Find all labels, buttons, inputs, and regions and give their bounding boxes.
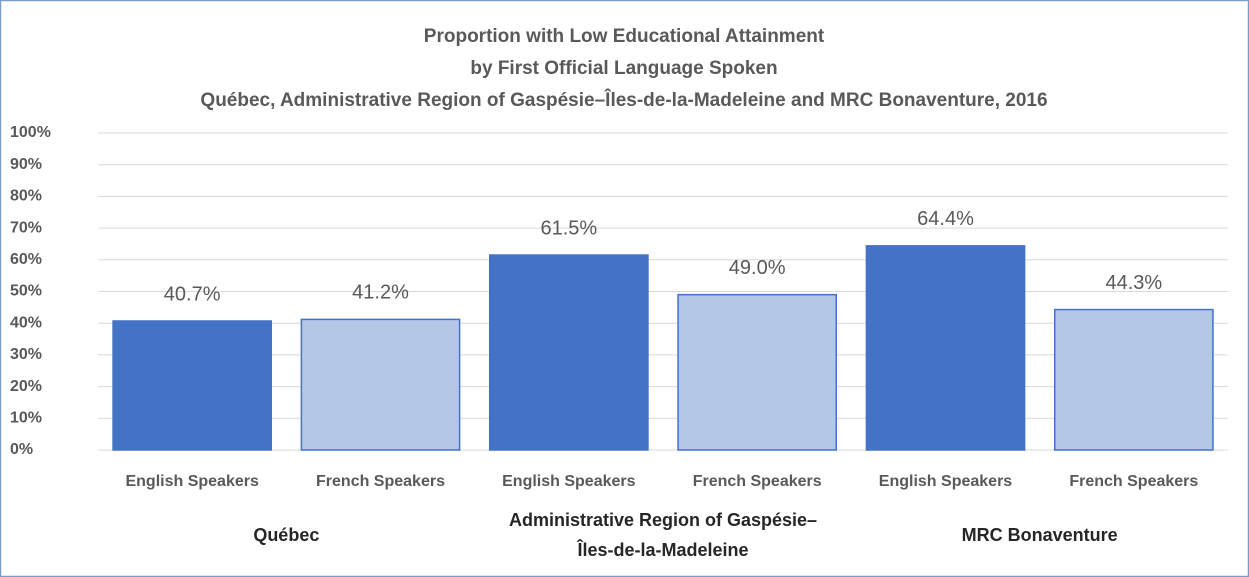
chart-title: by First Official Language Spoken — [470, 58, 777, 79]
y-tick-label: 10% — [10, 410, 42, 427]
x-tick-label: French Speakers — [316, 473, 445, 490]
x-tick-label: French Speakers — [693, 473, 822, 490]
bar — [677, 293, 838, 451]
y-tick-label: 30% — [10, 346, 42, 363]
y-tick-label: 100% — [10, 124, 51, 141]
y-tick-label: 0% — [10, 441, 33, 458]
x-tick-label: English Speakers — [125, 473, 258, 490]
group-label: Québec — [253, 525, 320, 545]
chart-title: Québec, Administrative Region of Gaspési… — [200, 89, 1047, 111]
data-label: 44.3% — [1105, 272, 1162, 294]
y-tick-label: 70% — [10, 219, 42, 236]
bar — [1053, 308, 1214, 451]
bar — [865, 245, 1026, 451]
group-label: Administrative Region of Gaspésie–Îles-d… — [508, 510, 818, 560]
y-tick-label: 20% — [10, 378, 42, 395]
chart-title: Proportion with Low Educational Attainme… — [424, 26, 825, 47]
bar — [488, 254, 649, 451]
data-label: 41.2% — [352, 282, 409, 304]
x-tick-label: English Speakers — [879, 473, 1012, 490]
bar — [300, 318, 461, 451]
bar — [112, 320, 273, 451]
data-label: 64.4% — [917, 208, 974, 230]
y-tick-label: 60% — [10, 251, 42, 268]
x-tick-label: English Speakers — [502, 473, 635, 490]
y-tick-label: 90% — [10, 156, 42, 173]
data-label: 40.7% — [164, 283, 221, 305]
y-tick-label: 80% — [10, 188, 42, 205]
group-label: MRC Bonaventure — [961, 525, 1118, 545]
data-label: 49.0% — [729, 257, 786, 279]
y-tick-label: 40% — [10, 314, 42, 331]
x-tick-label: French Speakers — [1069, 473, 1198, 490]
data-label: 61.5% — [540, 217, 597, 239]
y-tick-label: 50% — [10, 283, 42, 300]
